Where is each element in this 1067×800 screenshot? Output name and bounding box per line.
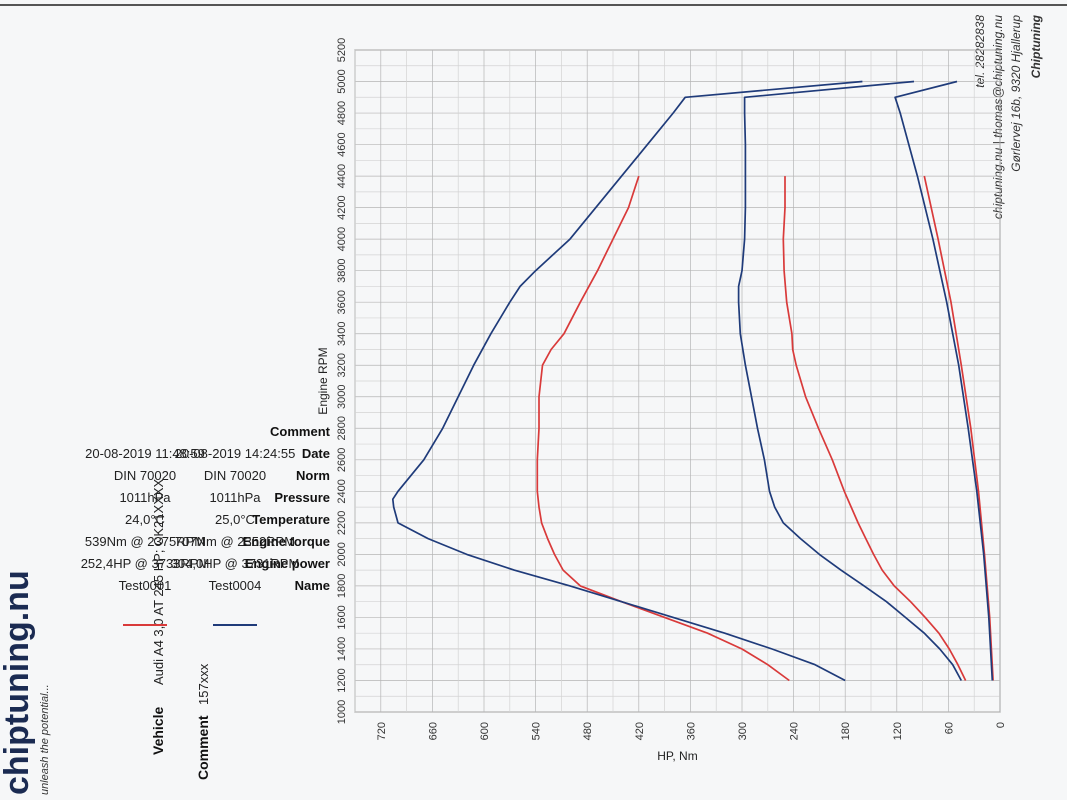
comment-label: Comment (195, 715, 211, 780)
x-tick-label: 4800 (336, 101, 348, 125)
summary-test0004-torque: 707Nm @ 2352RPM (175, 534, 295, 549)
summary-test0004-norm: DIN 70020 (204, 468, 266, 483)
x-tick-label: 1800 (336, 574, 348, 598)
x-tick-label: 5200 (336, 38, 348, 62)
summary-row-label: Engine torque (243, 534, 330, 549)
summary-test0004-date: 20-08-2019 14:24:55 (175, 446, 296, 461)
y-tick-label: 240 (789, 722, 801, 740)
y-tick-labels: 0 60 120 180 240 300 360 420 480 540 600 660 720 (376, 722, 1007, 740)
x-tick-label: 3200 (336, 353, 348, 377)
x-tick-label: 3600 (336, 290, 348, 314)
vehicle-value: Audi A4 3,0 AT 245 HP; CK21XXXX (151, 478, 166, 685)
summary-row-label: Name (295, 578, 330, 593)
summary-row-label: Comment (270, 424, 331, 439)
x-tick-label: 4600 (336, 132, 348, 156)
brand-logo: chiptuning.nu unleash the potential... (0, 570, 51, 795)
summary-test0001-name: Test0001 (119, 578, 172, 593)
comment-value: 157xxx (196, 663, 211, 705)
x-tick-label: 1000 (336, 700, 348, 724)
series-test0004-torque-line (391, 80, 863, 682)
vehicle-label: Vehicle (150, 707, 166, 755)
y-tick-label: 180 (840, 722, 852, 740)
y-tick-label: 120 (892, 722, 904, 740)
x-tick-label: 1400 (336, 637, 348, 661)
x-tick-label: 2000 (336, 542, 348, 566)
summary-table: Name Engine power Engine torque Temperature… (81, 424, 331, 593)
summary-test0001-date: 20-08-2019 11:48:59 (85, 446, 205, 461)
summary-test0004-power: 304,0HP @ 3731RPM (171, 556, 300, 571)
y-tick-label: 420 (634, 722, 646, 740)
y-tick-label: 60 (943, 722, 955, 734)
y-tick-label: 480 (582, 722, 594, 740)
x-tick-label: 3400 (336, 321, 348, 345)
summary-test0001-power: 252,4HP @ 3733RPM (81, 556, 210, 571)
y-tick-label: 360 (685, 722, 697, 740)
summary-test0001-norm: DIN 70020 (114, 468, 176, 483)
y-axis-label: HP, Nm (657, 749, 697, 763)
x-axis-label: Engine RPM (316, 347, 330, 414)
company-contact: chiptuning.nu | thomas@chiptuning.nu (991, 15, 1005, 219)
chart-series (391, 80, 994, 682)
x-tick-label: 1200 (336, 668, 348, 692)
summary-test0004-temperature: 25,0°C (215, 512, 255, 527)
summary-row-label: Pressure (274, 490, 330, 505)
summary-row-label: Date (302, 446, 330, 461)
company-phone: tel. 28282838 (973, 15, 987, 88)
dyno-chart: 1000120014001600180020002200240026002800… (316, 38, 1007, 763)
series-test0001-power-line (782, 176, 967, 681)
chart-grid (354, 49, 1001, 713)
vehicle-section: Vehicle Audi A4 3,0 AT 245 HP; CK21XXXX … (150, 478, 211, 780)
summary-row-label: Norm (296, 468, 330, 483)
x-tick-label: 1600 (336, 605, 348, 629)
series-test0004-loss-line (894, 80, 994, 681)
y-tick-label: 300 (737, 722, 749, 740)
summary-test0001-torque: 539Nm @ 2375RPM (85, 534, 205, 549)
series-test0004-power-line (737, 80, 963, 681)
summary-test0004-pressure: 1011hPa (209, 490, 261, 505)
series-test0001-loss-line (923, 175, 994, 681)
brand-logo-text: chiptuning.nu (0, 570, 36, 795)
x-tick-label: 2800 (336, 416, 348, 440)
y-tick-label: 660 (427, 722, 439, 740)
series-test0001-torque-line (536, 175, 790, 682)
company-name: Chiptuning (1029, 14, 1043, 78)
y-tick-label: 0 (995, 722, 1007, 728)
x-tick-label: 3800 (336, 258, 348, 282)
x-tick-label: 4000 (336, 227, 348, 251)
x-tick-label: 2600 (336, 448, 348, 472)
summary-row-label: Engine power (245, 556, 330, 571)
x-tick-label: 4200 (336, 195, 348, 219)
x-tick-label: 2400 (336, 479, 348, 503)
summary-test0001-pressure: 1011hPa (119, 490, 171, 505)
summary-test0004-name: Test0004 (209, 578, 262, 593)
y-tick-label: 720 (376, 722, 388, 740)
summary-row-label: Temperature (252, 512, 330, 527)
x-tick-label: 5000 (336, 69, 348, 93)
x-tick-labels: 1000 1200 1400 1600 1800 2000 2200 2400 2600 2800… (336, 38, 348, 724)
brand-tagline: unleash the potential... (39, 684, 51, 795)
summary-test0001-temperature: 24,0°C (125, 512, 165, 527)
x-tick-label: 3000 (336, 385, 348, 409)
x-tick-label: 4400 (336, 164, 348, 188)
company-address: Gørlervej 16b, 9320 Hjallerup (1009, 15, 1023, 172)
y-tick-label: 540 (531, 722, 543, 740)
x-tick-label: 2200 (336, 511, 348, 535)
y-tick-label: 600 (479, 722, 491, 740)
